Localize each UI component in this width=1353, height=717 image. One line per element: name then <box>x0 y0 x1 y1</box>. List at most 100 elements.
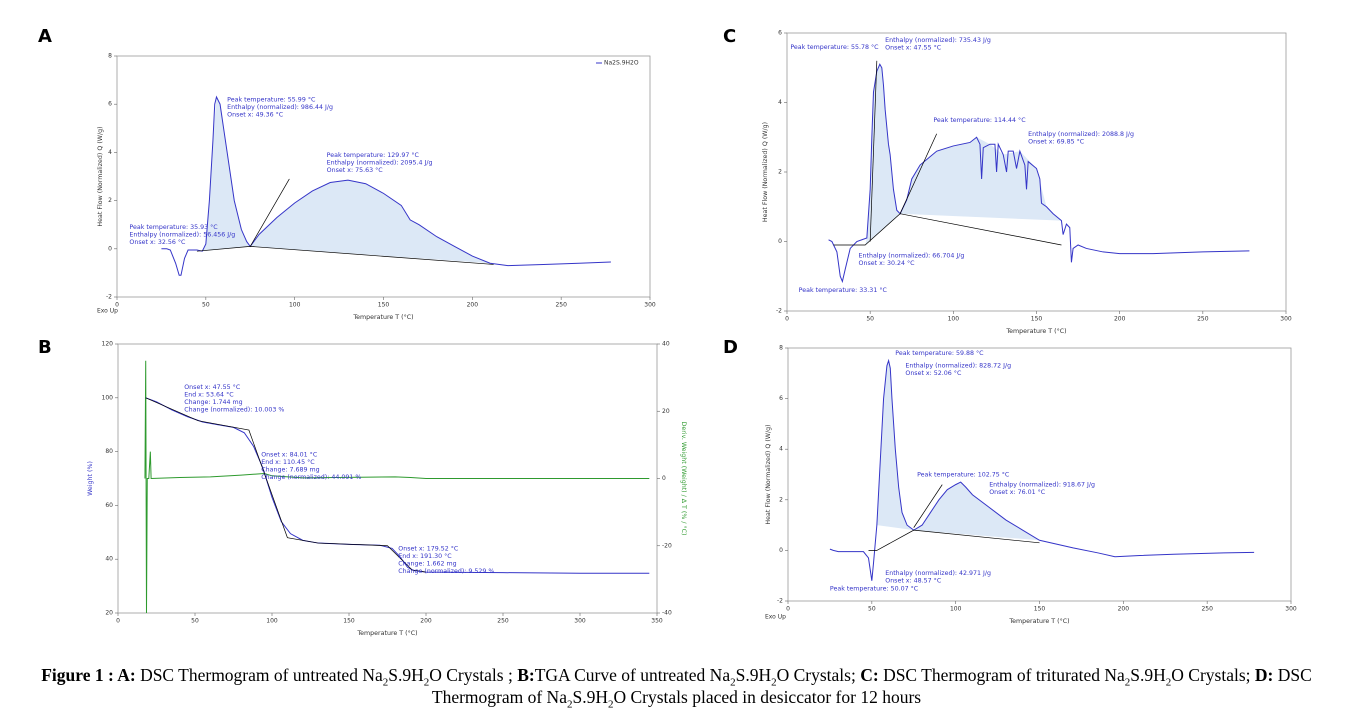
caption-text: O Crystals; <box>1171 665 1255 685</box>
y2-tick-label: 20 <box>662 408 670 415</box>
x-tick-label: 200 <box>467 302 479 309</box>
legend-label: Na2S.9H2O <box>604 60 639 67</box>
y2-tick-label: 0 <box>662 475 666 482</box>
x-tick-label: 300 <box>574 618 586 625</box>
caption-text: Figure 1 : <box>41 665 118 685</box>
annotation: Change (normalized): 9.529 % <box>398 568 494 575</box>
y2-tick-label: -40 <box>662 610 672 617</box>
y-tick-label: 0 <box>779 547 783 554</box>
y-tick-label: 4 <box>779 446 783 453</box>
annotation: Enthalpy (normalized): 2095.4 J/g <box>327 159 433 166</box>
y-tick-label: 120 <box>102 341 114 348</box>
data-line <box>161 95 611 276</box>
note: Exo Up <box>765 614 786 621</box>
y-tick-label: 6 <box>108 101 112 108</box>
annotation: Change: 1.662 mg <box>398 560 456 567</box>
caption-text: S.9H <box>735 665 772 685</box>
y-tick-label: 8 <box>108 53 112 60</box>
caption: Figure 1 : A: DSC Thermogram of untreate… <box>0 664 1353 711</box>
x-tick-label: 0 <box>785 316 789 323</box>
y-tick-label: -2 <box>776 308 782 315</box>
annotation: Change: 7.689 mg <box>261 466 319 473</box>
x-tick-label: 0 <box>786 606 790 613</box>
y-tick-label: 60 <box>105 502 113 509</box>
x-tick-label: 150 <box>1034 606 1046 613</box>
x-tick-label: 100 <box>948 316 960 323</box>
x-axis-label: Temperature T (°C) <box>1005 327 1066 335</box>
caption-text: 2 <box>566 698 573 711</box>
panel-label: B <box>38 337 52 358</box>
annotation: End x: 53.64 °C <box>184 391 234 399</box>
y-tick-label: -2 <box>777 598 783 605</box>
annotation: Onset x: 47.55 °C <box>885 43 942 51</box>
peak-area <box>876 360 914 531</box>
annotation: Peak temperature: 50.07 °C <box>830 584 919 592</box>
y-tick-label: 80 <box>105 448 113 455</box>
caption-text: TGA Curve of untreated Na <box>534 665 731 685</box>
caption-text: S.9H <box>1130 665 1166 685</box>
caption-text: C: <box>860 665 879 685</box>
peak-area <box>913 482 1040 541</box>
peak-area <box>865 64 901 245</box>
panel-label: D <box>723 337 738 358</box>
x-tick-label: 50 <box>191 618 199 625</box>
y-axis-label: Heat Flow (Normalized) Q (W/g) <box>97 126 104 226</box>
x-tick-label: 200 <box>1118 606 1130 613</box>
caption-text: B: <box>517 665 535 685</box>
x-tick-label: 100 <box>266 618 278 625</box>
baseline-line <box>833 213 1062 246</box>
baseline-line <box>869 60 878 242</box>
y-tick-label: 6 <box>778 30 782 37</box>
annotation: Enthalpy (normalized): 2088.8 J/g <box>1028 131 1134 138</box>
x-tick-label: 150 <box>378 302 390 309</box>
x-tick-label: 100 <box>950 606 962 613</box>
annotation: Enthalpy (normalized): 42.971 J/g <box>885 570 991 577</box>
annotation: Peak temperature: 102.75 °C <box>917 471 1010 479</box>
y-axis-label: Weight (%) <box>87 461 94 496</box>
caption-text: DSC Thermogram of Na <box>431 665 1312 707</box>
y2-tick-label: -20 <box>662 542 672 549</box>
panel-label: A <box>38 26 52 47</box>
annotation: Onset x: 179.52 °C <box>398 544 459 552</box>
annotation: Onset x: 49.36 °C <box>227 110 284 118</box>
annotation: Enthalpy (normalized): 828.72 J/g <box>905 363 1011 370</box>
x-axis-label: Temperature T (°C) <box>356 629 417 637</box>
baseline-line <box>145 397 427 573</box>
x-tick-label: 0 <box>115 302 119 309</box>
annotation: Onset x: 76.01 °C <box>989 488 1046 496</box>
peak-area <box>900 137 1062 221</box>
x-tick-label: 0 <box>116 618 120 625</box>
y2-tick-label: 40 <box>662 341 670 348</box>
y-tick-label: 40 <box>105 556 113 563</box>
x-tick-label: 250 <box>1201 606 1213 613</box>
x-tick-label: 50 <box>202 302 210 309</box>
annotation: Onset x: 84.01 °C <box>261 450 318 458</box>
caption-text: 2 <box>423 676 430 689</box>
caption-text: A: <box>117 665 136 685</box>
panel-label: C <box>723 26 736 47</box>
y-tick-label: 100 <box>102 394 114 401</box>
annotation: Peak temperature: 55.99 °C <box>227 95 316 103</box>
y-tick-label: 6 <box>779 395 783 402</box>
caption-text: 2 <box>1124 676 1131 689</box>
annotation: Onset x: 69.85 °C <box>1028 137 1085 145</box>
x-tick-label: 200 <box>1114 316 1126 323</box>
x-tick-label: 250 <box>1197 316 1209 323</box>
x-tick-label: 150 <box>343 618 355 625</box>
caption-text: O Crystals placed in desiccator for 12 h… <box>613 687 922 707</box>
annotation: Enthalpy (normalized): 986.44 J/g <box>227 104 333 111</box>
baseline-line <box>868 529 1040 551</box>
annotation: Change: 1.744 mg <box>184 399 242 406</box>
caption-text: DSC Thermogram of untreated Na <box>135 665 383 685</box>
x-axis-label: Temperature T (°C) <box>352 313 413 321</box>
x-tick-label: 150 <box>1031 316 1043 323</box>
annotation: Enthalpy (normalized): 56.456 J/g <box>129 232 235 239</box>
caption-text: 2 <box>1165 676 1172 689</box>
plot-frame <box>116 55 651 298</box>
caption-text: 2 <box>771 676 777 689</box>
caption-text: O Crystals; <box>776 665 861 685</box>
y-tick-label: -2 <box>106 294 112 301</box>
annotation: Enthalpy (normalized): 918.67 J/g <box>989 482 1095 489</box>
annotation: Onset x: 75.63 °C <box>327 166 384 174</box>
